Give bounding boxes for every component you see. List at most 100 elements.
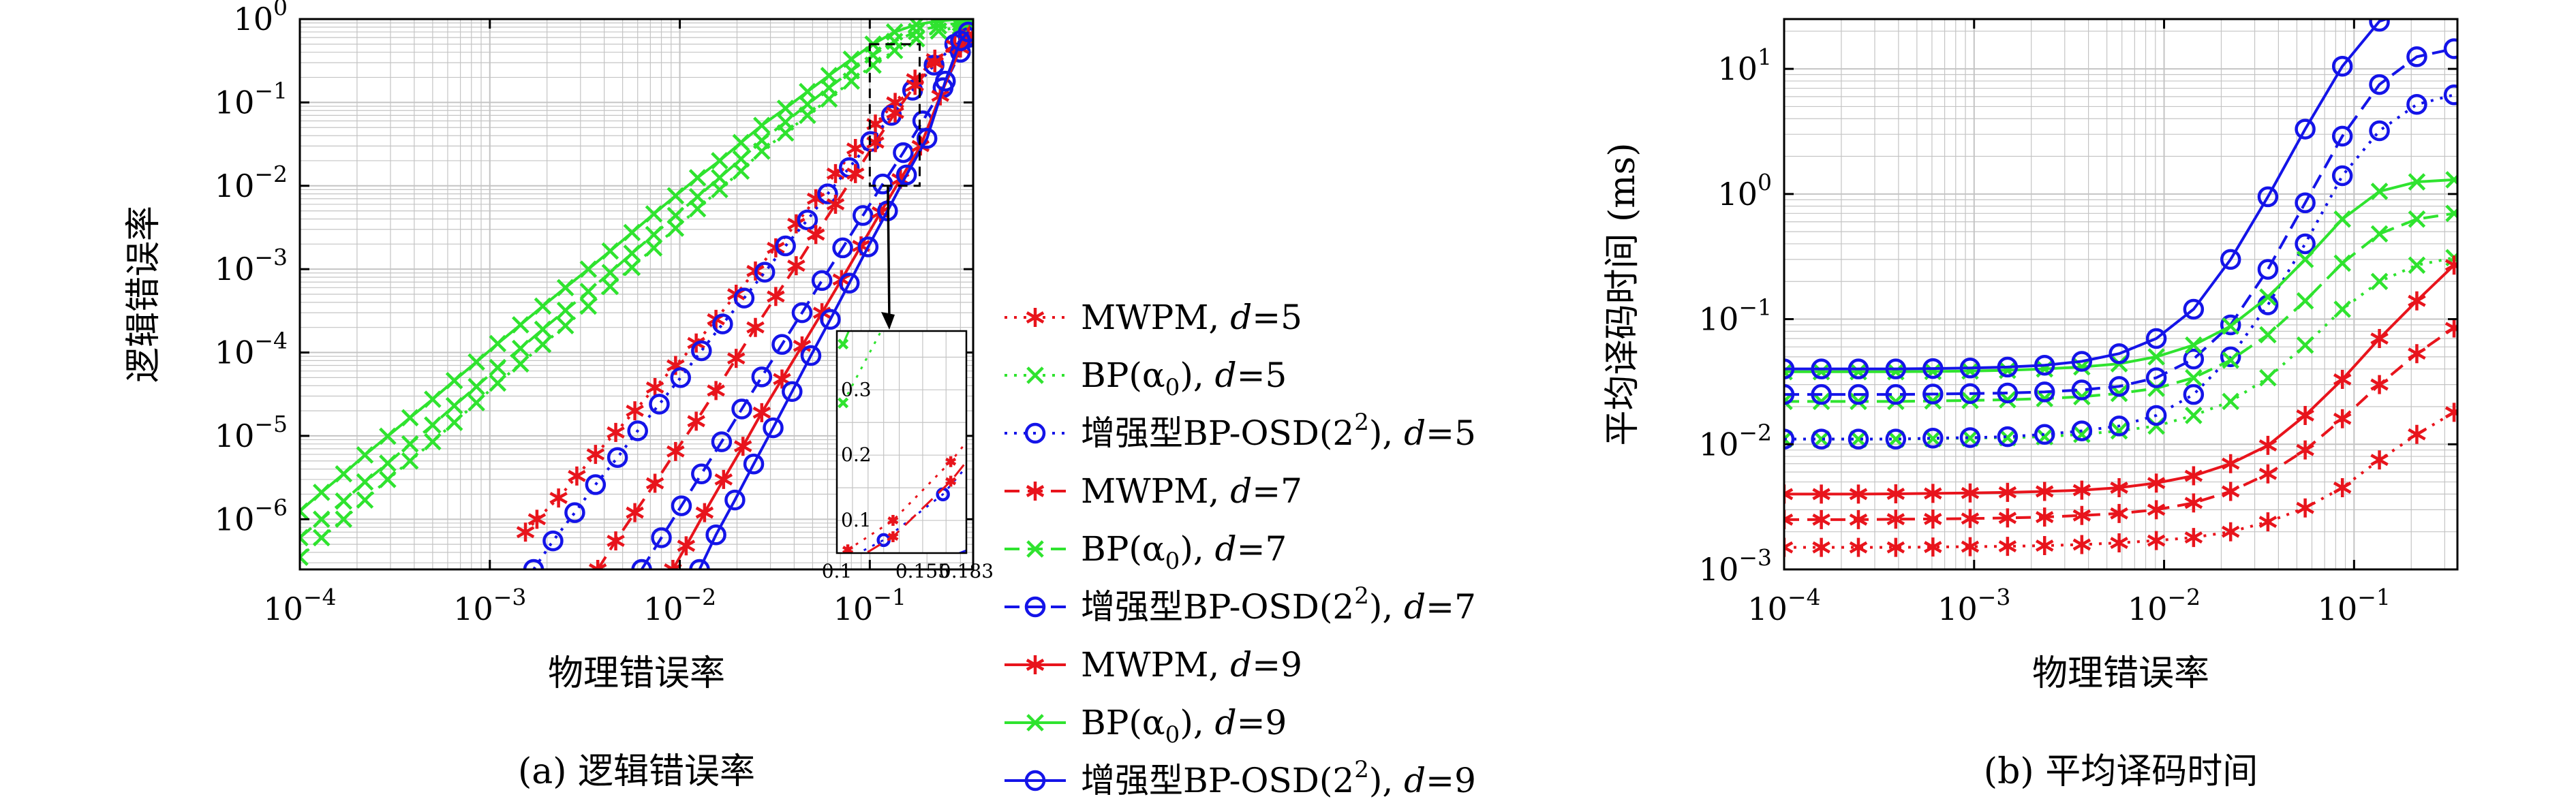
data-point bbox=[631, 559, 652, 569]
data-point bbox=[2110, 422, 2128, 440]
legend-marker bbox=[1026, 482, 1045, 501]
data-point bbox=[820, 309, 841, 330]
data-point bbox=[527, 509, 547, 529]
data-point bbox=[799, 82, 816, 101]
data-point bbox=[2221, 454, 2240, 473]
data-point bbox=[516, 522, 535, 542]
data-point bbox=[2185, 336, 2203, 354]
data-point bbox=[727, 349, 746, 368]
data-point bbox=[1998, 482, 2017, 502]
data-point bbox=[1997, 356, 2019, 378]
data-point bbox=[714, 469, 733, 489]
data-point bbox=[2109, 343, 2130, 364]
data-point bbox=[743, 453, 765, 475]
data-point bbox=[2071, 379, 2093, 400]
y-axis-label: 平均译码时间 (ms) bbox=[1602, 142, 1643, 445]
data-point bbox=[2257, 186, 2279, 208]
data-point bbox=[1849, 509, 1868, 529]
data-point bbox=[2369, 120, 2390, 142]
data-point bbox=[2296, 440, 2314, 460]
data-point bbox=[356, 473, 374, 491]
y-tick-label: 10−6 bbox=[215, 494, 288, 537]
data-point bbox=[2370, 183, 2389, 200]
data-point bbox=[857, 236, 879, 257]
data-point bbox=[645, 225, 663, 244]
data-point bbox=[467, 394, 485, 412]
data-point bbox=[1784, 484, 1794, 504]
data-point bbox=[753, 116, 771, 134]
legend-label: MWPM, d=9 bbox=[1081, 645, 1302, 685]
data-point bbox=[645, 205, 663, 223]
data-point bbox=[2333, 254, 2351, 272]
data-point bbox=[300, 502, 309, 520]
data-point bbox=[2147, 348, 2165, 366]
data-point bbox=[800, 345, 822, 366]
data-point bbox=[846, 139, 865, 159]
data-point bbox=[556, 279, 574, 297]
series-group bbox=[300, 19, 973, 569]
data-point bbox=[799, 95, 816, 113]
data-point bbox=[627, 420, 648, 441]
data-point bbox=[2110, 384, 2128, 403]
data-point bbox=[2071, 351, 2093, 372]
data-point bbox=[852, 205, 874, 226]
data-point bbox=[623, 245, 641, 262]
legend-marker bbox=[1024, 422, 1046, 444]
data-point bbox=[2333, 477, 2352, 497]
inset-data-point bbox=[858, 574, 869, 584]
data-point bbox=[2333, 210, 2351, 228]
data-point bbox=[1812, 537, 1830, 557]
data-point bbox=[579, 283, 598, 300]
data-point bbox=[2258, 464, 2278, 484]
data-point bbox=[2331, 125, 2353, 147]
data-point bbox=[564, 502, 585, 523]
data-point bbox=[1784, 509, 1794, 529]
inset-data-point bbox=[854, 577, 863, 588]
data-point bbox=[379, 454, 397, 472]
y-tick-label: 100 bbox=[1717, 169, 1772, 213]
data-point bbox=[2220, 314, 2241, 336]
data-point bbox=[754, 262, 776, 283]
data-point bbox=[2110, 477, 2128, 497]
y-tick-label: 10−3 bbox=[215, 244, 288, 287]
data-point bbox=[549, 488, 568, 508]
data-point bbox=[846, 163, 865, 183]
data-point bbox=[424, 433, 442, 451]
data-point bbox=[1849, 537, 1868, 557]
data-point bbox=[1922, 383, 1944, 405]
data-point bbox=[588, 560, 607, 569]
data-point bbox=[2370, 375, 2389, 394]
data-point bbox=[2257, 259, 2279, 280]
data-point bbox=[2145, 367, 2167, 388]
data-point bbox=[2110, 533, 2128, 553]
inset-y-tick-label: 0.1 bbox=[841, 509, 872, 531]
data-point bbox=[752, 403, 771, 422]
data-point bbox=[2444, 318, 2457, 338]
data-point bbox=[691, 340, 712, 362]
series-line bbox=[524, 38, 969, 533]
data-point bbox=[776, 99, 795, 117]
legend-label: BP(α0), d=5 bbox=[1081, 356, 1287, 401]
inset-data-point bbox=[1035, 40, 1044, 48]
data-point bbox=[670, 367, 692, 388]
data-point bbox=[2258, 435, 2278, 455]
data-point bbox=[1812, 430, 1830, 448]
data-point bbox=[626, 503, 644, 522]
data-point bbox=[733, 287, 755, 309]
data-point bbox=[2034, 381, 2055, 403]
data-point bbox=[1847, 383, 1869, 405]
data-point bbox=[1887, 392, 1905, 411]
data-point bbox=[2145, 405, 2167, 426]
data-point bbox=[886, 103, 904, 123]
data-point bbox=[1784, 383, 1795, 405]
legend-marker bbox=[1026, 308, 1045, 327]
data-point bbox=[2185, 407, 2203, 424]
data-point bbox=[2259, 368, 2277, 387]
data-point bbox=[489, 334, 507, 353]
plot-frame bbox=[1783, 18, 2459, 571]
data-point bbox=[534, 335, 552, 354]
inset-data-point bbox=[945, 475, 957, 487]
data-point bbox=[623, 258, 641, 277]
legend-entry: 增强型BP-OSD(22), d=7 bbox=[1005, 582, 1476, 627]
